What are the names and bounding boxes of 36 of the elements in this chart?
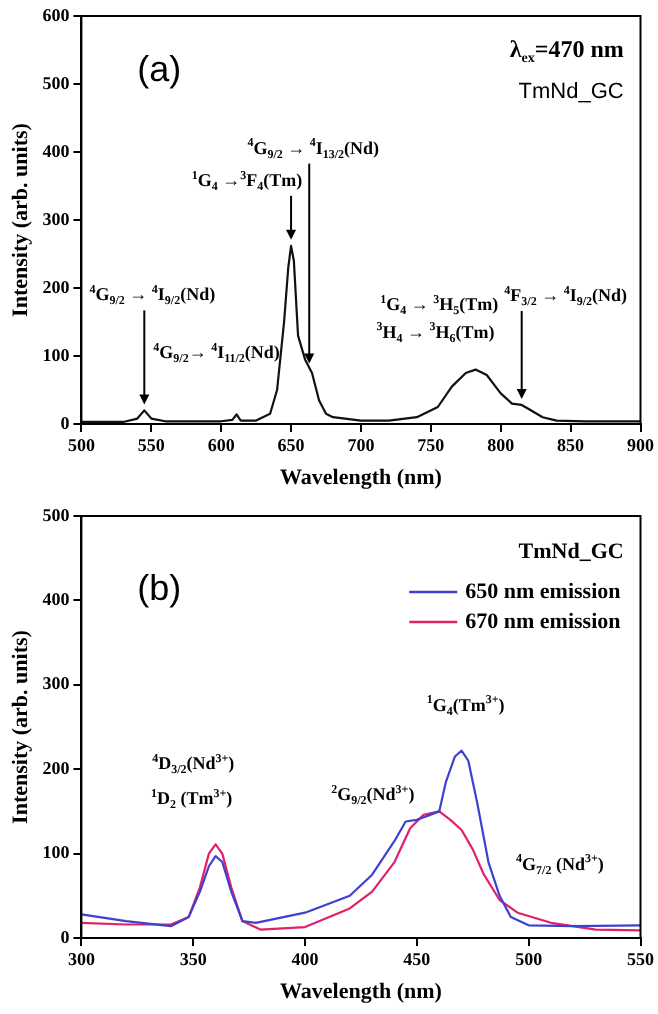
x-tick-label: 900 [627,435,655,456]
y-tick-label: 300 [42,208,71,229]
x-tick-label: 700 [347,435,376,456]
x-tick-label: 500 [515,949,544,970]
legend-label: 650 nm emission [465,579,621,604]
y-tick-label: 100 [42,344,71,365]
y-tick-label: 400 [42,140,71,161]
annotation: (b) [137,568,182,609]
y-tick-label: 0 [60,412,71,433]
x-tick-label: 850 [557,435,586,456]
x-tick-label: 450 [403,949,432,970]
legend-label: 670 nm emission [465,609,621,634]
y-tick-label: 400 [42,589,71,610]
x-tick-label: 800 [487,435,516,456]
y-tick-label: 600 [42,4,71,25]
x-tick-label: 750 [417,435,446,456]
y-tick-label: 300 [42,673,71,694]
y-tick-label: 500 [42,504,71,525]
annotation: (a) [137,49,182,90]
x-tick-label: 550 [627,949,655,970]
y-tick-label: 0 [60,926,71,947]
x-tick-label: 550 [137,435,166,456]
y-tick-label: 500 [42,72,71,93]
annotation: TmNd_GC [518,79,624,104]
y-axis-title: Intensity (arb. units) [8,629,33,824]
y-axis-title: Intensity (arb. units) [8,122,33,317]
annotation: TmNd_GC [518,540,624,565]
x-axis-title: Wavelength (nm) [279,980,443,1005]
x-tick-label: 350 [179,949,208,970]
x-axis-title: Wavelength (nm) [279,466,443,491]
x-tick-label: 600 [207,435,236,456]
y-tick-label: 200 [42,276,71,297]
x-tick-label: 400 [291,949,320,970]
y-tick-label: 200 [42,757,71,778]
y-tick-label: 100 [42,842,71,863]
x-tick-label: 650 [277,435,306,456]
